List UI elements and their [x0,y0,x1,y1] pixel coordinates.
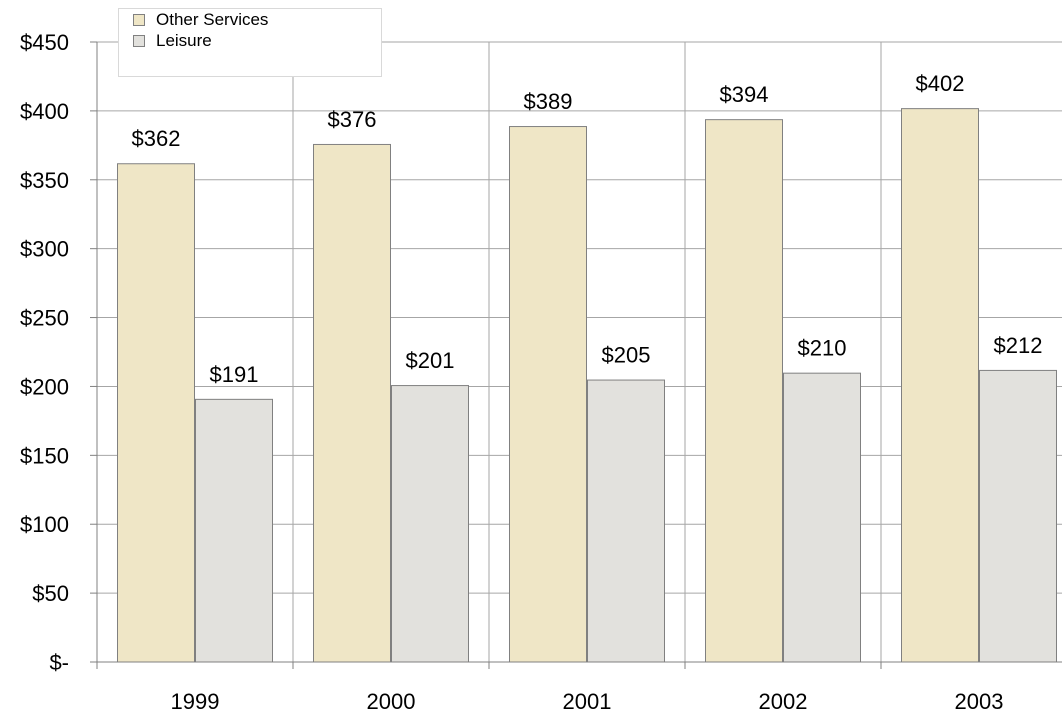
bar-other-services-2003 [901,108,979,663]
legend-swatch [133,35,145,47]
bar-leisure-2002 [783,372,861,663]
x-tick-label: 1999 [171,689,220,711]
data-label-leisure-2001: $205 [602,343,651,368]
x-tick-label: 2002 [759,689,808,711]
x-axis: 1999 2000 2001 2002 2003 [96,661,1062,711]
y-tick-label: $300 [20,237,69,262]
x-tick-label: 2000 [367,689,416,711]
data-labels: $362 $191 $376 $201 $389 $205 $394 $210 $402 $212 [132,71,1043,387]
data-label-leisure-2000: $201 [406,348,455,373]
y-tick-label: $100 [20,512,69,537]
bar-leisure-2000 [391,385,469,663]
bar-leisure-2001 [587,379,665,663]
legend-label: Other Services [156,10,268,29]
data-label-leisure-1999: $191 [210,362,259,387]
data-label-other-services-2000: $376 [328,107,377,132]
data-label-other-services-2002: $394 [720,82,769,107]
bars [117,108,1057,663]
data-label-other-services-2003: $402 [916,71,965,96]
bar-other-services-2001 [509,126,587,663]
legend: Other Services Leisure [118,8,382,77]
data-label-other-services-2001: $389 [524,89,573,114]
data-label-leisure-2003: $212 [994,333,1043,358]
y-axis: $- $50 $100 $150 $200 $250 $300 $350 $400 $450 [20,30,98,675]
y-tick-label: $150 [20,443,69,468]
x-tick-label: 2001 [563,689,612,711]
x-tick-label: 2003 [955,689,1004,711]
y-tick-label: $250 [20,306,69,331]
bar-other-services-2000 [313,143,391,663]
legend-box [118,8,382,77]
y-tick-label: $450 [20,30,69,55]
legend-label: Leisure [156,31,212,50]
y-tick-label: $350 [20,168,69,193]
legend-swatch [133,14,145,26]
bar-other-services-2002 [705,119,783,663]
y-tick-label: $50 [32,581,69,606]
data-label-leisure-2002: $210 [798,336,847,361]
y-tick-label: $- [49,650,69,675]
y-tick-label: $400 [20,99,69,124]
data-label-other-services-1999: $362 [132,126,181,151]
bar-other-services-1999 [117,163,195,663]
y-tick-label: $200 [20,374,69,399]
bar-leisure-1999 [195,398,273,663]
bar-leisure-2003 [979,369,1057,663]
